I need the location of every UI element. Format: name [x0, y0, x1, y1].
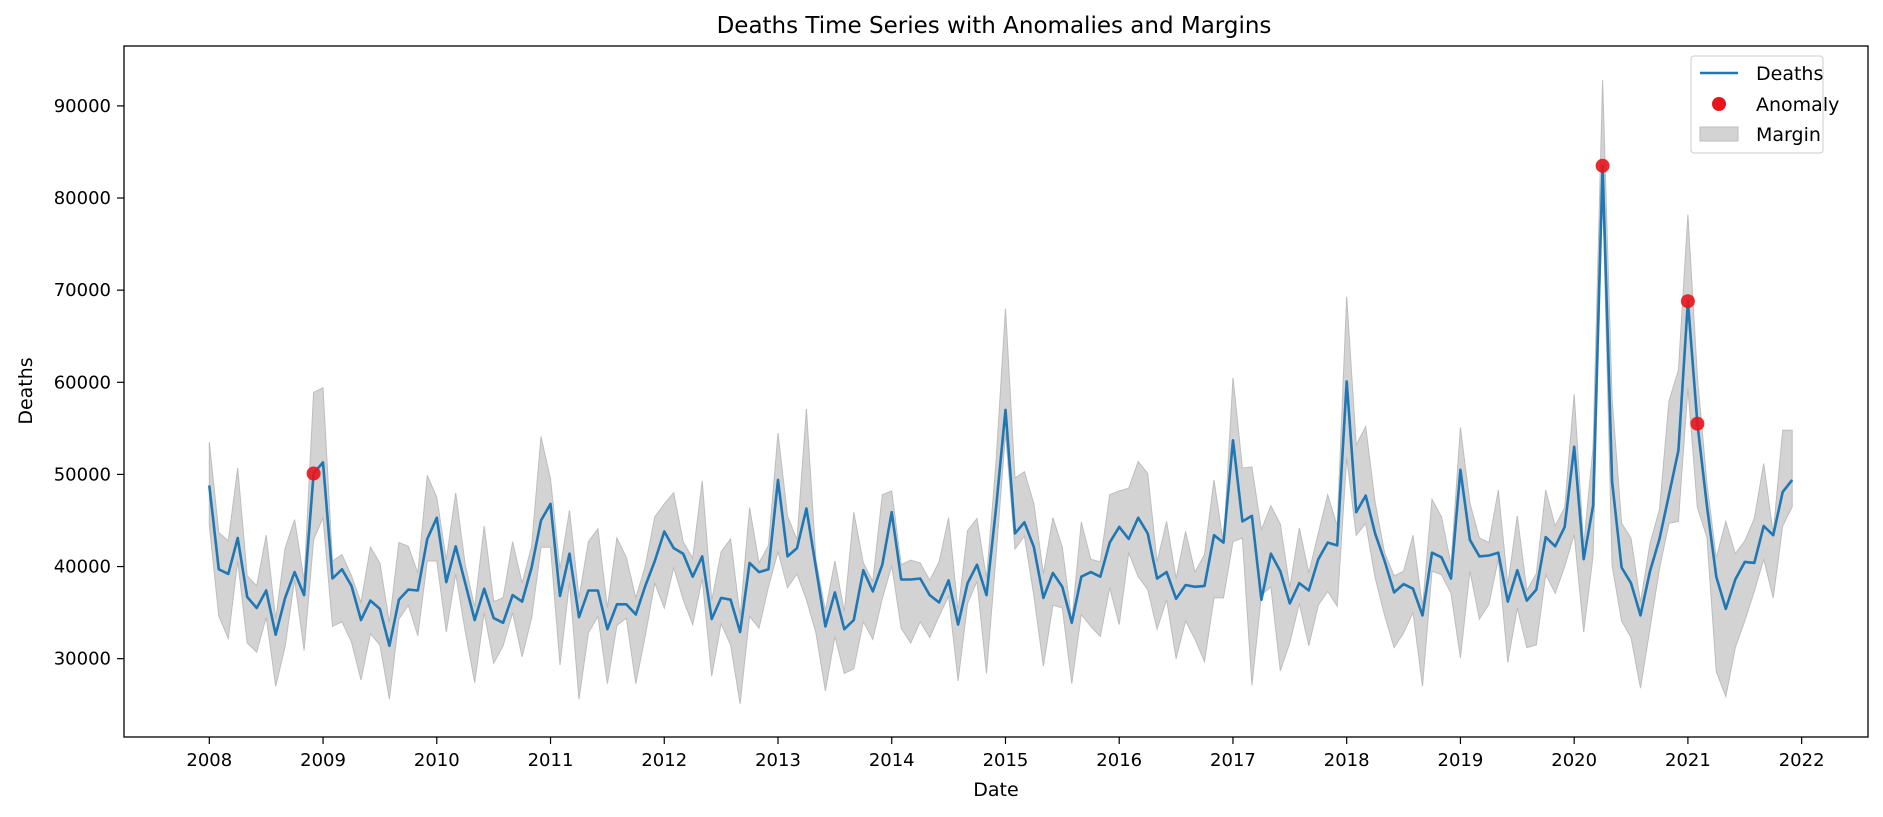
margin-band	[208, 80, 1793, 704]
anomaly-point-3	[1690, 416, 1705, 431]
plot-area	[208, 80, 1794, 704]
y-tick-label-3: 60000	[54, 372, 111, 393]
legend-label-anomaly: Anomaly	[1756, 94, 1839, 116]
x-tick-label-9: 2017	[1210, 750, 1256, 771]
legend-anomaly-swatch	[1712, 97, 1726, 111]
x-tick-label-14: 2022	[1779, 750, 1825, 771]
anomaly-points	[306, 158, 1705, 481]
legend-margin-swatch	[1699, 126, 1739, 142]
y-tick-label-1: 40000	[54, 557, 111, 578]
x-axis-ticks: 2008 2009 2010 2011 2012 2013 2014 2015 2016 2017…	[186, 737, 1825, 771]
legend-label-deaths: Deaths	[1756, 63, 1823, 85]
chart-title: Deaths Time Series with Anomalies and Ma…	[717, 13, 1272, 39]
x-tick-label-8: 2016	[1096, 750, 1142, 771]
x-tick-label-5: 2013	[755, 750, 801, 771]
y-tick-label-6: 90000	[54, 96, 111, 117]
x-tick-label-7: 2015	[983, 750, 1029, 771]
x-tick-label-6: 2014	[869, 750, 915, 771]
y-tick-label-2: 50000	[54, 464, 111, 485]
y-axis-ticks: 30000 40000 50000 60000 70000 80000 90000	[54, 96, 124, 670]
legend-label-margin: Margin	[1756, 124, 1821, 146]
x-axis-label: Date	[973, 779, 1018, 801]
x-tick-label-11: 2019	[1438, 750, 1484, 771]
x-tick-label-2: 2010	[414, 750, 460, 771]
x-tick-label-12: 2020	[1551, 750, 1597, 771]
y-tick-label-0: 30000	[54, 649, 111, 670]
plot-frame	[123, 45, 1869, 738]
x-tick-label-4: 2012	[641, 750, 687, 771]
x-tick-label-13: 2021	[1665, 750, 1711, 771]
anomaly-point-1	[1595, 158, 1610, 173]
anomaly-point-0	[306, 466, 321, 481]
x-tick-label-1: 2009	[300, 750, 346, 771]
x-tick-label-0: 2008	[186, 750, 232, 771]
y-tick-label-5: 80000	[54, 188, 111, 209]
x-tick-label-3: 2011	[528, 750, 574, 771]
x-tick-label-10: 2018	[1324, 750, 1370, 771]
legend: Deaths Anomaly Margin	[1690, 55, 1839, 154]
anomaly-point-2	[1680, 294, 1695, 309]
y-tick-label-4: 70000	[54, 280, 111, 301]
y-axis-label: Deaths	[15, 357, 37, 424]
deaths-series-line	[208, 164, 1794, 648]
